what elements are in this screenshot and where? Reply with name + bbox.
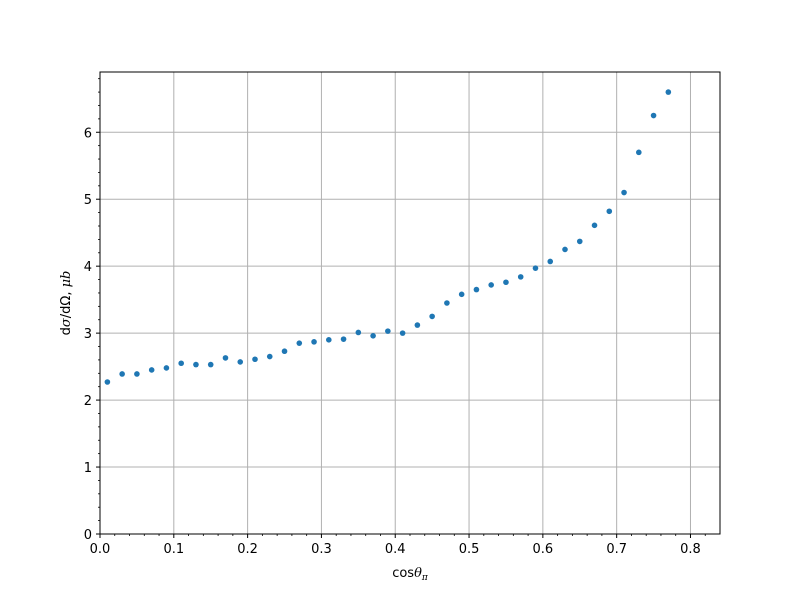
data-point: [163, 365, 170, 371]
data-point: [296, 340, 303, 346]
x-tick-label: 0.4: [385, 542, 406, 557]
data-point: [473, 286, 480, 293]
data-point: [606, 208, 613, 215]
data-point: [429, 313, 435, 320]
data-point: [355, 329, 362, 336]
data-point: [517, 274, 524, 280]
data-point: [340, 336, 347, 342]
data-point: [547, 258, 554, 265]
data-point: [665, 89, 672, 95]
data-point: [311, 339, 317, 345]
data-point: [488, 282, 494, 288]
data-point: [385, 328, 391, 334]
data-point: [178, 360, 184, 367]
data-point: [576, 238, 583, 245]
x-tick-label: 0.3: [311, 542, 332, 557]
data-point: [532, 265, 539, 271]
data-point: [281, 348, 288, 355]
x-tick-label: 0.7: [606, 542, 627, 557]
x-tick-label: 0.0: [90, 542, 111, 557]
x-axis-label: cosθπ: [392, 566, 429, 583]
data-point: [148, 367, 155, 373]
x-tick-label: 0.1: [163, 542, 184, 557]
x-tick-label: 0.2: [237, 542, 258, 557]
axis-ticks: [96, 78, 706, 538]
data-point: [266, 353, 273, 360]
data-point: [119, 371, 125, 377]
y-tick-label: 2: [84, 394, 92, 409]
data-point: [399, 330, 406, 336]
data-point: [237, 359, 244, 365]
y-tick-label: 3: [84, 327, 92, 342]
data-point: [503, 279, 509, 286]
tick-labels: 0.0 0.1 0.2 0.3 0.4 0.5 0.6 0.7 0.8 0 1 2 3 4 5 6: [84, 126, 701, 557]
data-point: [458, 291, 465, 298]
data-point: [591, 222, 598, 229]
data-point: [252, 356, 258, 363]
data-point: [562, 246, 568, 253]
data-points: [104, 89, 672, 385]
y-axis-label: dσ/dΩ, μb: [59, 271, 74, 336]
data-point: [444, 300, 450, 306]
y-tick-label: 6: [84, 126, 92, 141]
data-point: [222, 355, 229, 361]
plot-area: [100, 72, 720, 534]
data-point: [370, 333, 376, 339]
y-tick-label: 0: [84, 528, 92, 543]
data-point: [414, 322, 421, 328]
data-point: [207, 361, 214, 368]
data-point: [636, 149, 642, 156]
data-point: [193, 361, 199, 368]
data-point: [650, 112, 657, 119]
y-tick-label: 5: [84, 193, 92, 208]
y-tick-label: 4: [84, 260, 92, 275]
data-point: [326, 337, 332, 343]
x-tick-label: 0.8: [680, 542, 701, 557]
x-tick-label: 0.6: [533, 542, 554, 557]
y-tick-label: 1: [84, 461, 92, 476]
x-tick-label: 0.5: [459, 542, 480, 557]
data-point: [134, 371, 140, 377]
data-point: [621, 189, 627, 196]
data-point: [104, 379, 111, 385]
